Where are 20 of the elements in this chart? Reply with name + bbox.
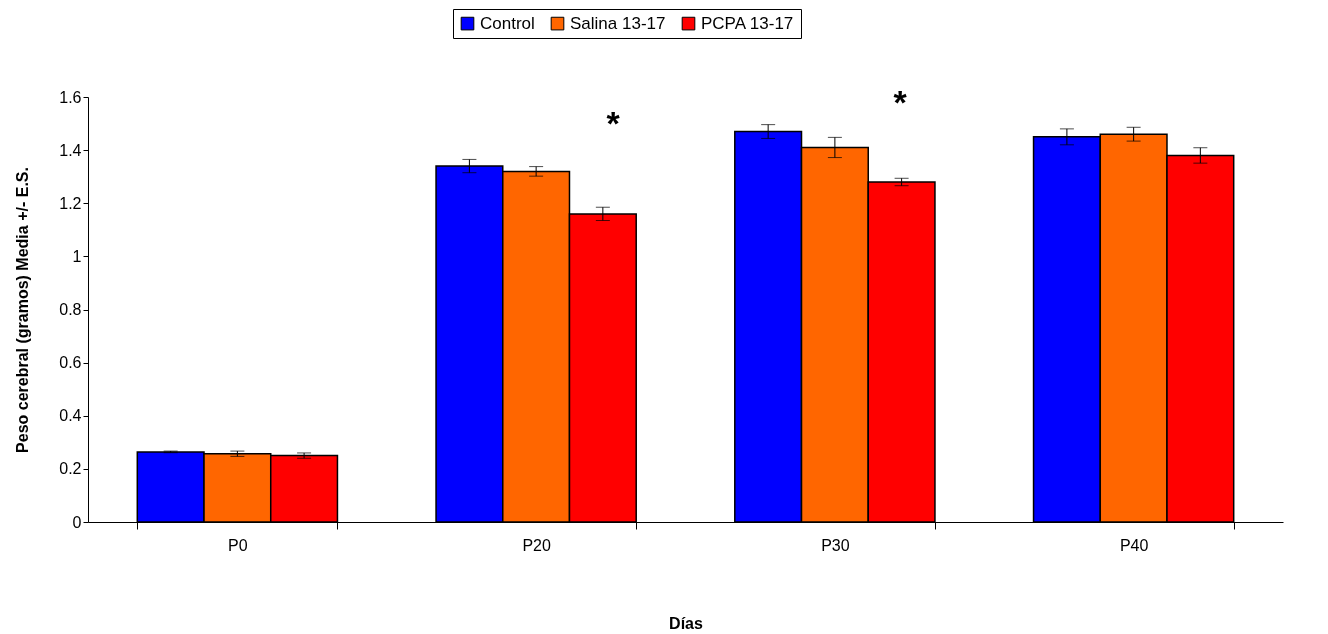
legend-label: Control [480,13,535,33]
y-tick-label: 1 [72,247,82,265]
x-tick-label: P0 [228,536,248,554]
y-tick-label: 0.4 [59,407,82,425]
y-tick-label: 0 [72,513,82,531]
annotation: * [606,104,621,142]
legend-label: Salina 13-17 [570,13,666,33]
x-tick-label: P30 [821,536,850,554]
y-tick-label: 1.4 [59,141,82,159]
y-axis-title: Peso cerebral (gramos) Media +/- E.S. [14,167,32,453]
legend-label: PCPA 13-17 [701,13,794,33]
x-tick-label: P20 [522,536,551,554]
y-tick-label: 0.8 [59,301,82,318]
x-tick-label: P40 [1119,536,1149,554]
y-tick-label: 0.2 [59,460,82,478]
y-tick-label: 1.2 [59,194,82,212]
y-tick-label: 1.6 [59,88,82,106]
annotation: * [893,83,908,121]
y-tick-label: 0.6 [59,354,82,372]
x-axis-title: Días [669,614,703,632]
